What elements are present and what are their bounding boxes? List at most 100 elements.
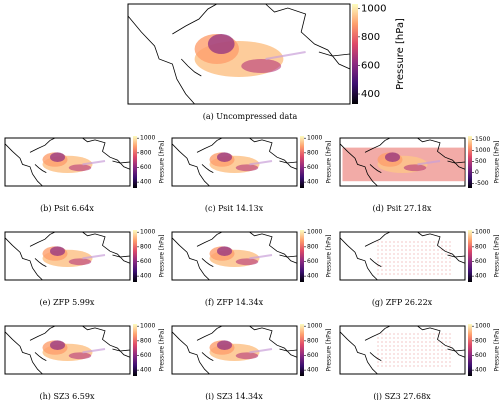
coastline: [447, 348, 466, 352]
coastline: [112, 254, 131, 258]
colorbar-tick-label: 400: [140, 179, 152, 186]
colorbar: [133, 324, 137, 376]
panel-caption: (h) SZ3 6.59x: [40, 392, 95, 400]
plume: [50, 246, 65, 256]
colorbar: [300, 230, 304, 282]
plume: [235, 258, 259, 266]
coastline: [181, 58, 202, 77]
coastline: [34, 164, 47, 173]
colorbar-tick-label: 600: [475, 352, 487, 359]
plume-tail: [82, 254, 106, 260]
coastline: [417, 325, 466, 358]
coastline: [4, 331, 43, 375]
coastline: [201, 164, 214, 173]
map-panel: [4, 231, 131, 281]
panel-caption: (f) ZFP 14.34x: [205, 298, 264, 307]
plume: [385, 152, 400, 162]
map-panel: [339, 231, 466, 281]
colorbar-label: Pressure [hPa]: [494, 328, 500, 371]
coastline: [369, 352, 382, 361]
colorbar-tick-label: 600: [140, 164, 152, 171]
colorbar-tick-label: 800: [307, 337, 319, 344]
coastline: [201, 258, 214, 267]
coastline: [249, 231, 298, 264]
panel-caption: (i) SZ3 14.34x: [205, 392, 263, 400]
colorbar-tick-label: 800: [307, 149, 319, 156]
plume: [68, 164, 92, 172]
colorbar-label: Pressure [hPa]: [326, 234, 333, 277]
plume: [68, 352, 92, 360]
coastline: [279, 348, 298, 352]
coastline: [369, 258, 382, 267]
plume-tail: [82, 348, 106, 354]
map-panel: [171, 325, 298, 375]
coastline: [318, 51, 351, 57]
colorbar-tick-label: 400: [475, 273, 487, 280]
colorbar-tick-label: 600: [307, 164, 319, 171]
coastline: [196, 231, 223, 247]
map-panel: [127, 3, 351, 105]
plume-tail: [249, 348, 273, 354]
map-panel: [4, 325, 131, 375]
colorbar-label: Pressure [hPa]: [395, 18, 406, 90]
coastline: [249, 137, 298, 170]
map-panel: [171, 231, 298, 281]
coastline: [364, 231, 391, 247]
colorbar-tick-label: 1000: [140, 135, 155, 142]
colorbar-label: Pressure [hPa]: [159, 234, 166, 277]
coastline: [112, 160, 131, 164]
colorbar-tick-label: 800: [361, 32, 380, 43]
colorbar-tick-label: 1000: [307, 323, 322, 330]
coastline: [29, 137, 56, 153]
panel-caption: (j) SZ3 27.68x: [373, 392, 431, 400]
colorbar-tick-label: 1500: [475, 136, 490, 143]
plume: [50, 340, 65, 351]
colorbar-tick-label: 1000: [307, 229, 322, 236]
colorbar-tick-label: 600: [475, 258, 487, 265]
coastline: [369, 164, 382, 173]
coastline: [339, 331, 378, 375]
plume-tail: [82, 160, 106, 166]
colorbar-tick-label: 800: [307, 243, 319, 250]
panel-caption: (e) ZFP 5.99x: [40, 298, 95, 307]
panel-caption: (c) Psit 14.13x: [205, 204, 264, 213]
coastline: [339, 237, 378, 281]
coastline: [172, 3, 217, 35]
colorbar-tick-label: -500: [475, 180, 489, 187]
coastline: [447, 160, 466, 164]
colorbar-tick-label: 400: [475, 367, 487, 374]
coastline: [4, 143, 43, 187]
coastline: [279, 254, 298, 258]
colorbar-tick-label: 800: [140, 337, 152, 344]
colorbar-tick-label: 1000: [475, 229, 490, 236]
coastline: [196, 137, 223, 153]
colorbar-label: Pressure [hPa]: [159, 328, 166, 371]
coastline: [279, 160, 298, 164]
coastline: [82, 325, 131, 358]
panel-caption: (g) ZFP 26.22x: [372, 298, 433, 307]
colorbar-label: Pressure [hPa]: [494, 140, 500, 183]
coastline: [82, 137, 131, 170]
colorbar-tick-label: 1000: [307, 135, 322, 142]
plume: [235, 352, 259, 360]
colorbar-tick-label: 0: [475, 169, 479, 176]
colorbar: [133, 230, 137, 282]
colorbar: [300, 324, 304, 376]
coastline: [364, 137, 391, 153]
noise-field: [377, 333, 453, 370]
plume: [241, 59, 282, 73]
plume: [207, 34, 235, 54]
colorbar-tick-label: 600: [307, 352, 319, 359]
coastline: [112, 348, 131, 352]
coastline: [29, 325, 56, 341]
map-panel: [339, 137, 466, 187]
colorbar-tick-label: 600: [307, 258, 319, 265]
plume: [217, 340, 232, 351]
colorbar-label: Pressure [hPa]: [159, 140, 166, 183]
colorbar-tick-label: 800: [140, 243, 152, 250]
colorbar-tick-label: 1000: [140, 323, 155, 330]
colorbar: [300, 136, 304, 188]
coastline: [82, 231, 131, 264]
colorbar-tick-label: 500: [475, 158, 487, 165]
